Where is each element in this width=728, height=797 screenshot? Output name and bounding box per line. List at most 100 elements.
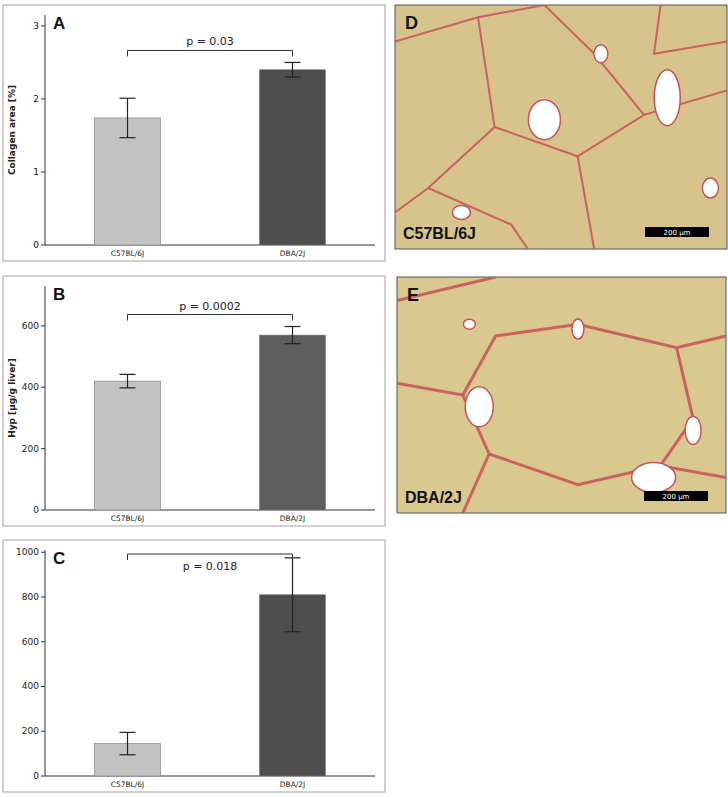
error-bar (120, 732, 136, 754)
annotation: p = 0.018 (183, 560, 238, 573)
x-tick-label: DBA/2J (280, 514, 306, 523)
bars (95, 558, 326, 776)
error-cap (120, 387, 136, 388)
vessel (465, 387, 493, 427)
panel-letter: A (53, 14, 65, 33)
vessel (452, 205, 470, 219)
error-bar (285, 62, 301, 77)
panel-letter: B (53, 285, 65, 304)
y-tick-label: 3 (33, 21, 39, 31)
error-bar (285, 327, 301, 344)
panel-frame (3, 5, 385, 261)
septum (578, 156, 595, 249)
annotation: p = 0.0002 (179, 300, 241, 313)
y-tick (41, 552, 45, 553)
vessel (463, 319, 475, 329)
tissue-background (397, 277, 726, 513)
annotation: p = 0.03 (186, 35, 234, 48)
vessel (572, 319, 584, 339)
y-tick-label: 200 (22, 726, 39, 736)
error-bar (285, 558, 301, 632)
panel: 0 1 2 3 Collagen area [%] C57BL/6J DBA/2J Ap = … (3, 5, 385, 261)
y-tick-label: 200 (22, 444, 39, 454)
bar (95, 381, 161, 510)
strain-label: C57BL/6J (403, 225, 476, 242)
error-cap (120, 732, 136, 733)
y-axis (45, 550, 46, 776)
panel-letter: E (407, 285, 419, 305)
y-axis-title: Hyp [µg/g liver] (7, 358, 17, 438)
y-tick-label: 0 (33, 240, 39, 250)
tissue (395, 5, 727, 249)
y-axis-title: Collagen area [%] (7, 85, 17, 175)
y-tick-label: 1000 (16, 547, 39, 557)
bracket (128, 50, 293, 56)
y-tick-label: 1 (33, 167, 39, 177)
y-tick-label: 400 (22, 681, 39, 691)
error-bar (120, 374, 136, 388)
y-tick (41, 325, 45, 326)
septum (395, 17, 495, 212)
septum (489, 454, 726, 485)
error-cap (285, 343, 301, 344)
x-tick-label: C57BL/6J (111, 780, 145, 789)
bars (95, 62, 326, 245)
vessel (594, 45, 608, 63)
error-line (292, 558, 293, 632)
septum (660, 348, 693, 466)
y-tick (41, 171, 45, 172)
scale-bar (644, 491, 708, 501)
bar (260, 335, 326, 510)
error-line (127, 374, 128, 388)
error-line (127, 98, 128, 137)
x-tick-label: C57BL/6J (111, 514, 145, 523)
scale-bar-label: 200 µm (663, 493, 690, 501)
y-tick-label: 600 (22, 321, 39, 331)
y-tick (41, 596, 45, 597)
tissue (397, 277, 726, 513)
error-cap (285, 62, 301, 63)
error-cap (285, 631, 301, 632)
y-tick-label: 2 (33, 94, 39, 104)
y-axis (45, 15, 46, 245)
error-cap (120, 374, 136, 375)
y-tick (41, 510, 45, 511)
error-cap (120, 754, 136, 755)
y-axis (45, 286, 46, 510)
vessel (632, 463, 676, 493)
error-cap (120, 98, 136, 99)
x-tick-label: DBA/2J (280, 249, 306, 258)
label-patch (181, 559, 240, 574)
error-line (292, 327, 293, 344)
bar (260, 70, 326, 245)
x-tick-label: C57BL/6J (111, 249, 145, 258)
septum (544, 5, 644, 115)
scale-bar (645, 227, 709, 237)
panel-letter: C (53, 549, 65, 568)
error-bar (120, 98, 136, 137)
y-tick (41, 98, 45, 99)
y-tick-label: 400 (22, 382, 39, 392)
septum (654, 5, 727, 54)
septum (395, 5, 544, 42)
error-cap (120, 137, 136, 138)
panel-frame (3, 540, 385, 792)
y-tick (41, 25, 45, 26)
micrograph: DC57BL/6J200 µm (395, 5, 727, 249)
vessel (654, 70, 680, 126)
error-line (127, 732, 128, 754)
vessel (685, 416, 701, 444)
tissue-background (395, 5, 727, 249)
y-tick (41, 731, 45, 732)
vessel (528, 100, 560, 140)
error-cap (285, 326, 301, 327)
y-tick-label: 0 (33, 505, 39, 515)
error-line (292, 62, 293, 77)
y-tick (41, 387, 45, 388)
x-tick-label: DBA/2J (280, 780, 306, 789)
error-cap (285, 76, 301, 77)
y-tick (41, 776, 45, 777)
y-tick (41, 245, 45, 246)
vessel (702, 178, 718, 198)
bars (95, 327, 326, 510)
